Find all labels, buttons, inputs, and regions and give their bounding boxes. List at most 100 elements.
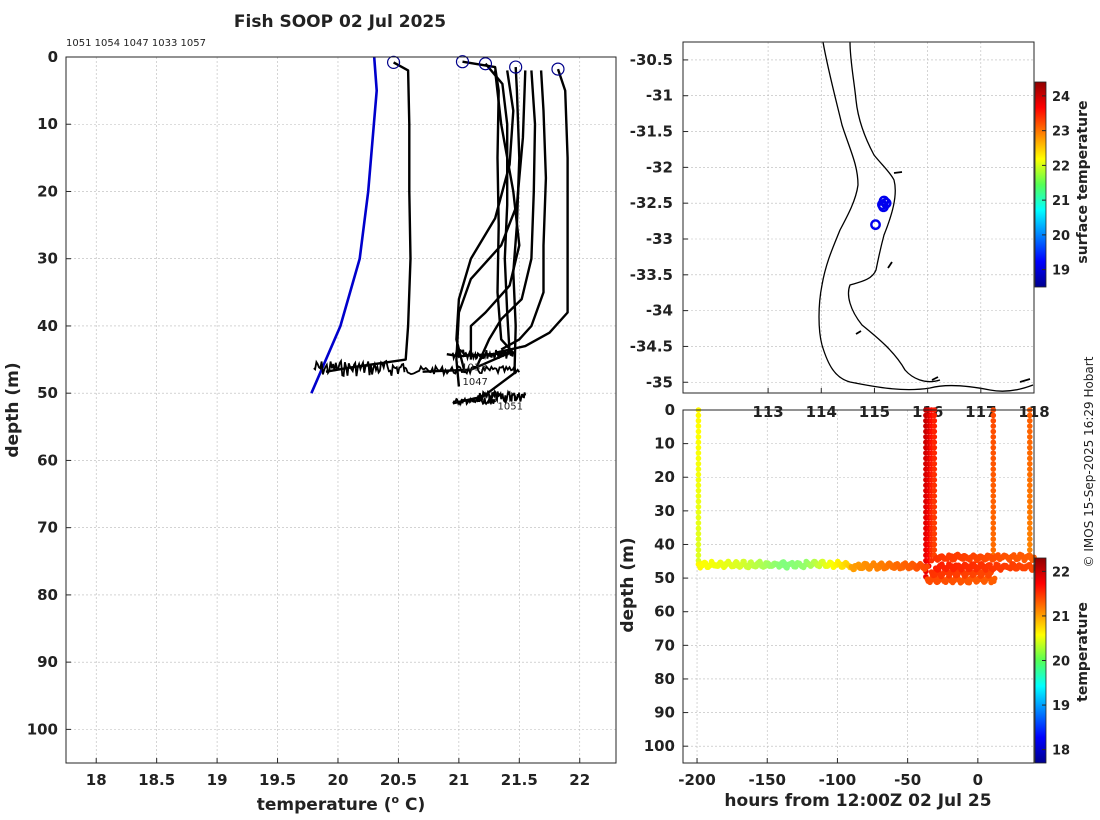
profile-line-profile-g [475, 70, 537, 367]
cast-point [695, 482, 702, 489]
profile-line-profile-b [446, 60, 515, 358]
profile-end-label: 1051 [498, 401, 523, 412]
cast-point [990, 541, 997, 548]
map-colorbar-tick-label: 19 [1052, 264, 1070, 279]
x-tick-label: 20 [328, 771, 349, 789]
cast-point [1026, 509, 1033, 516]
cast-point [1026, 498, 1033, 505]
cast-point [695, 444, 702, 451]
time-y-tick-label: 40 [654, 535, 675, 553]
profile-end-label: 1033 [461, 362, 486, 373]
bottom-noise-band [403, 363, 521, 378]
map-lat-label: -35 [646, 373, 673, 391]
coastline-west [818, 41, 1034, 392]
cast-point [990, 525, 997, 532]
cast-point [1026, 423, 1033, 429]
cast-point [695, 541, 702, 548]
x-label-degree: o [392, 793, 400, 806]
cast-point [990, 417, 997, 424]
cast-point [1026, 434, 1033, 440]
map-lat-label: -32 [646, 158, 673, 176]
map-frame [682, 41, 1035, 394]
cast-point [931, 417, 938, 424]
cast-point [990, 444, 997, 451]
time-colorbar-tick-label: 20 [1052, 655, 1070, 670]
map-colorbar-tick-label: 23 [1052, 125, 1070, 140]
map-colorbar-tick-label: 20 [1052, 229, 1070, 244]
time-colorbar-ticks: 18 19 20 21 22 [1042, 565, 1070, 759]
imos-credit: © IMOS 15-Sep-2025 16:29 Hobart [1082, 356, 1096, 567]
cast-point [931, 493, 938, 499]
y-tick-label: 60 [37, 451, 58, 469]
cast-point [1026, 541, 1033, 548]
cast-point [990, 547, 997, 553]
cast-point [931, 450, 938, 456]
map-colorbar-tick-label: 22 [1052, 159, 1070, 174]
cast-point [931, 434, 938, 440]
cast-point [931, 428, 938, 435]
cast-point [1026, 520, 1033, 526]
cast-point [931, 423, 938, 429]
map-lon-label: 115 [859, 403, 890, 421]
cast-point [931, 504, 938, 510]
time-colorbar-tick-label: 21 [1052, 610, 1070, 625]
cast-point [1026, 514, 1033, 521]
y-tick-label: 80 [37, 586, 58, 604]
cast-point [931, 547, 938, 553]
x-tick-label: 21.5 [501, 771, 538, 789]
bottom-noise-band [476, 389, 527, 405]
cast-point [931, 471, 938, 478]
cast-point [990, 477, 997, 483]
left-plot-frame [65, 56, 617, 764]
cast-point [1026, 477, 1033, 483]
bottom-noise-band [452, 396, 496, 407]
time-y-tick-label: 20 [654, 468, 675, 486]
cast-point [990, 428, 997, 435]
cast-point [695, 493, 702, 499]
cast-point [990, 509, 997, 516]
left-axis-ticks: 18 18.5 19 19.5 20 20.5 21 21.5 22 0 10 20 30 40 50 60 7… [27, 48, 590, 789]
transect-point [924, 563, 931, 570]
map-lat-label: -31.5 [630, 123, 673, 141]
map-lat-label: -34 [646, 302, 673, 320]
left-gridlines [66, 56, 616, 763]
time-y-tick-label: 80 [654, 670, 675, 688]
cast-point [1026, 504, 1033, 510]
profile-line-profile-j [469, 70, 521, 360]
cast-point [695, 498, 702, 505]
cast-point [695, 514, 702, 521]
cast-point [990, 455, 997, 462]
coastline [818, 41, 1034, 392]
x-tick-label: 19.5 [259, 771, 296, 789]
cast-point [990, 482, 997, 489]
reference-profile-line [310, 56, 379, 394]
time-x-tick-label: -150 [748, 771, 786, 789]
map-lat-label: -31 [646, 87, 673, 105]
bottom-noise-band [313, 358, 406, 378]
x-tick-label: 18 [86, 771, 107, 789]
map-colorbar-ticks: 19 20 21 22 23 24 [1042, 90, 1070, 279]
y-tick-label: 70 [37, 519, 58, 537]
x-label-unit: C) [399, 795, 425, 815]
cast-point [990, 530, 997, 537]
time-y-tick-label: 70 [654, 636, 675, 654]
cast-point [1026, 471, 1033, 478]
time-colorbar-label: temperature [1075, 602, 1091, 702]
bottom-noise-band [451, 348, 515, 362]
cast-point [931, 498, 938, 505]
cast-point [1026, 466, 1033, 472]
cast-point [695, 477, 702, 483]
left-y-axis-label: depth (m) [3, 362, 23, 457]
cast-point [1026, 412, 1033, 419]
cast-point [990, 520, 997, 526]
cast-point [931, 466, 938, 472]
station-markers [870, 195, 892, 231]
time-x-tick-label: -100 [819, 771, 857, 789]
cast-point [1026, 455, 1033, 462]
cast-point [931, 509, 938, 516]
profile-line-profile-c [422, 62, 511, 373]
chart-title: Fish SOOP 02 Jul 2025 [234, 12, 446, 32]
cast-point [1026, 450, 1033, 456]
cast-point [931, 412, 938, 419]
